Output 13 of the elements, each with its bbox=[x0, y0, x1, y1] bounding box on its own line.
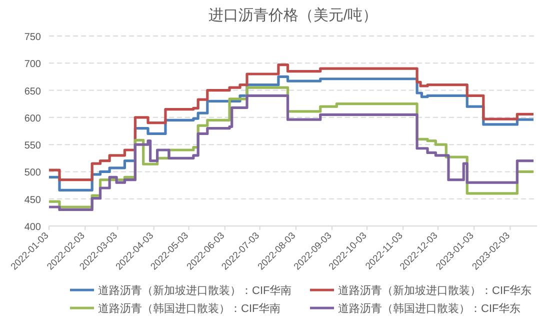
legend-label: 道路沥青（韩国进口散装）：CIF华东 bbox=[338, 302, 521, 315]
y-tick-label: 400 bbox=[24, 222, 42, 233]
legend-label: 道路沥青（新加坡进口散装）：CIF华南 bbox=[98, 284, 292, 297]
y-tick-label: 750 bbox=[24, 32, 42, 43]
y-tick-label: 700 bbox=[24, 59, 42, 70]
y-tick-label: 550 bbox=[24, 140, 42, 152]
legend-label: 道路沥青（新加坡进口散装）：CIF华东 bbox=[338, 284, 532, 297]
legend-label: 道路沥青（韩国进口散装）：CIF华南 bbox=[98, 302, 281, 315]
y-tick-label: 450 bbox=[24, 194, 42, 206]
chart-title: 进口沥青价格（美元/吨） bbox=[208, 7, 378, 24]
y-tick-label: 500 bbox=[24, 168, 42, 179]
y-tick-label: 650 bbox=[24, 86, 42, 98]
y-tick-label: 600 bbox=[24, 113, 42, 124]
